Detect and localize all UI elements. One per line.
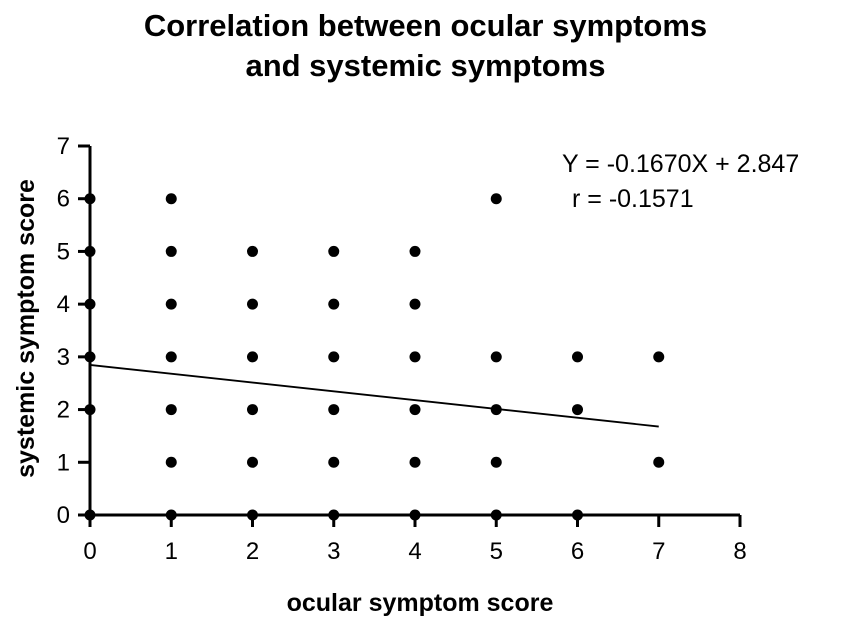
data-point — [409, 404, 421, 416]
data-point — [572, 404, 583, 416]
data-point — [409, 509, 421, 521]
data-point — [247, 456, 258, 468]
y-tick-label: 7 — [57, 133, 70, 160]
data-point — [409, 351, 421, 363]
data-point — [490, 351, 502, 363]
y-tick-label: 1 — [57, 449, 70, 476]
data-point — [409, 456, 421, 468]
y-tick-label: 2 — [57, 397, 70, 424]
data-point — [572, 509, 583, 521]
data-point — [247, 298, 258, 310]
y-tick-label: 0 — [57, 502, 70, 529]
x-tick-label: 5 — [490, 538, 503, 565]
x-axis-ticks: 0 1 2 3 4 5 6 7 8 — [83, 515, 747, 565]
data-point — [247, 351, 258, 363]
data-points — [84, 193, 665, 521]
data-point — [328, 456, 340, 468]
data-point — [84, 404, 96, 416]
data-point — [84, 351, 96, 363]
x-tick-label: 0 — [83, 538, 96, 565]
x-tick-label: 4 — [408, 538, 421, 565]
data-point — [490, 456, 502, 468]
data-point — [490, 509, 502, 521]
data-point — [490, 193, 502, 205]
regression-fit — [89, 364, 659, 428]
data-point — [328, 298, 340, 310]
data-point — [247, 509, 258, 521]
data-point — [165, 245, 177, 257]
y-axis-label: systemic symptom score — [12, 179, 40, 478]
chart-title: Correlation between ocular symptoms and … — [0, 6, 851, 86]
data-point — [84, 298, 96, 310]
x-axis-label: ocular symptom score — [287, 589, 554, 617]
x-tick-label: 7 — [652, 538, 665, 565]
data-point — [84, 509, 96, 521]
y-tick-label: 6 — [57, 186, 70, 213]
regression-equation: Y = -0.1670X + 2.847 — [562, 150, 799, 178]
x-tick-label: 2 — [246, 538, 259, 565]
data-point — [409, 298, 421, 310]
data-point — [165, 509, 177, 521]
x-tick-label: 3 — [327, 538, 340, 565]
data-point — [328, 509, 340, 521]
data-point — [409, 245, 421, 257]
data-point — [653, 351, 665, 363]
y-tick-label: 3 — [57, 344, 70, 371]
chart-title-line-2: and systemic symptoms — [245, 48, 606, 83]
data-point — [653, 456, 665, 468]
data-point — [328, 351, 340, 363]
data-point — [328, 404, 340, 416]
y-axis-ticks: 0 1 2 3 4 5 6 7 — [57, 133, 90, 529]
x-tick-label: 6 — [571, 538, 584, 565]
x-tick-label: 8 — [733, 538, 746, 565]
x-tick-label: 1 — [165, 538, 178, 565]
data-point — [165, 193, 177, 205]
data-point — [165, 351, 177, 363]
data-point — [328, 245, 340, 257]
chart-title-line-1: Correlation between ocular symptoms — [143, 8, 708, 43]
data-point — [165, 404, 177, 416]
data-point — [165, 298, 177, 310]
y-tick-label: 4 — [57, 291, 70, 318]
correlation-coefficient: r = -0.1571 — [572, 185, 694, 213]
regression-line — [89, 364, 659, 428]
data-point — [247, 245, 258, 257]
data-point — [165, 456, 177, 468]
data-point — [84, 193, 96, 205]
y-tick-label: 5 — [57, 238, 70, 265]
data-point — [572, 351, 583, 363]
data-point — [247, 404, 258, 416]
data-point — [84, 245, 96, 257]
